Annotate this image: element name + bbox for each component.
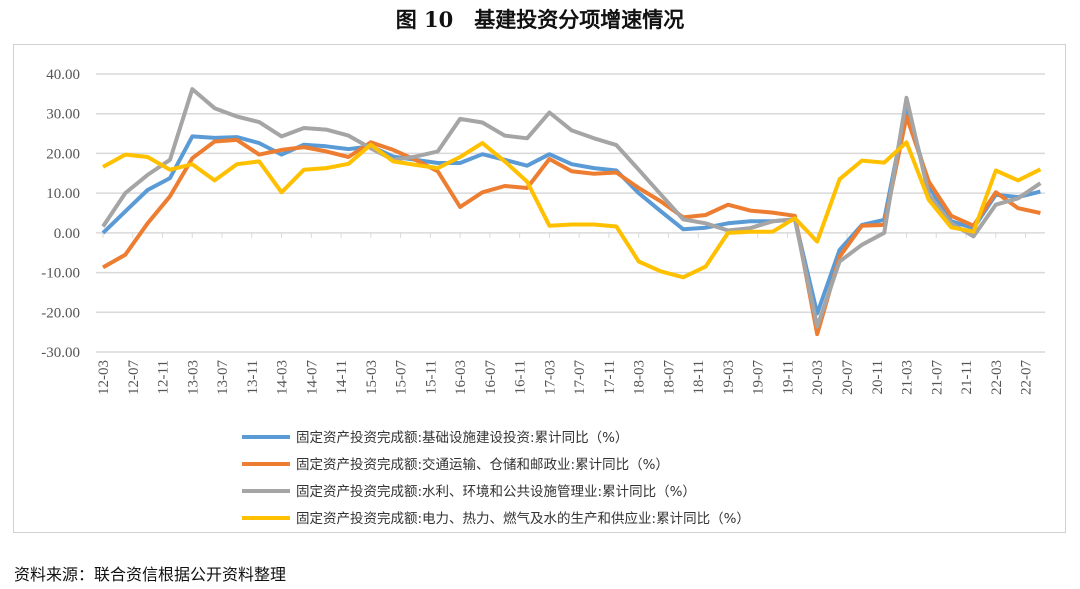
y-tick-label: -30.00 bbox=[41, 345, 80, 361]
y-tick-label: 0.00 bbox=[54, 226, 80, 242]
x-tick-label: 14-11 bbox=[334, 360, 350, 394]
x-tick-label: 19-11 bbox=[780, 360, 796, 394]
x-tick-label: 20-11 bbox=[870, 360, 886, 394]
x-tick-label: 15-11 bbox=[423, 360, 439, 394]
chart-frame bbox=[13, 44, 1066, 533]
x-tick-label: 15-07 bbox=[394, 360, 410, 395]
x-tick-label: 13-07 bbox=[215, 360, 231, 395]
source-note: 资料来源：联合资信根据公开资料整理 bbox=[14, 565, 287, 584]
x-tick-label: 16-07 bbox=[483, 360, 499, 395]
chart-title: 图 10 基建投资分项增速情况 bbox=[395, 7, 685, 32]
x-tick-label: 21-03 bbox=[900, 360, 916, 395]
x-tick-label: 19-07 bbox=[751, 360, 767, 395]
legend-label-3: 固定资产投资完成额:水利、环境和公共设施管理业:累计同比（%） bbox=[296, 484, 696, 500]
x-tick-label: 17-07 bbox=[572, 360, 588, 395]
y-tick-label: 30.00 bbox=[46, 107, 80, 123]
x-tick-label: 12-11 bbox=[156, 360, 172, 394]
x-tick-label: 21-07 bbox=[929, 360, 945, 395]
x-tick-label: 14-03 bbox=[275, 360, 291, 395]
legend-label-1: 固定资产投资完成额:基础设施建设投资:累计同比（%） bbox=[296, 429, 628, 446]
x-tick-label: 17-03 bbox=[542, 360, 558, 395]
x-tick-label: 18-11 bbox=[691, 360, 707, 394]
y-tick-label: 40.00 bbox=[46, 67, 80, 83]
x-tick-label: 20-03 bbox=[810, 360, 826, 395]
y-tick-label: -10.00 bbox=[41, 266, 80, 282]
y-tick-label: -20.00 bbox=[41, 305, 80, 321]
x-tick-label: 22-07 bbox=[1019, 360, 1035, 395]
x-tick-label: 15-03 bbox=[364, 360, 380, 395]
y-tick-label: 10.00 bbox=[46, 186, 80, 202]
legend-label-2: 固定资产投资完成额:交通运输、仓储和邮政业:累计同比（%） bbox=[296, 456, 669, 473]
x-tick-label: 12-03 bbox=[96, 360, 112, 395]
x-tick-label: 22-03 bbox=[989, 360, 1005, 395]
x-tick-label: 16-03 bbox=[453, 360, 469, 395]
x-tick-label: 18-03 bbox=[632, 360, 648, 395]
x-tick-label: 13-03 bbox=[185, 360, 201, 395]
series-line-3 bbox=[101, 87, 1042, 329]
x-tick-label: 21-11 bbox=[959, 360, 975, 394]
x-tick-label: 20-07 bbox=[840, 360, 856, 395]
x-tick-label: 17-11 bbox=[602, 360, 618, 394]
x-tick-label: 13-11 bbox=[245, 360, 261, 394]
x-tick-label: 12-07 bbox=[126, 360, 142, 395]
x-tick-label: 16-11 bbox=[513, 360, 529, 394]
x-tick-label: 18-07 bbox=[661, 360, 677, 395]
x-tick-label: 19-03 bbox=[721, 360, 737, 395]
x-tick-label: 14-07 bbox=[304, 360, 320, 395]
legend-label-4: 固定资产投资完成额:电力、热力、燃气及水的生产和供应业:累计同比（%） bbox=[296, 510, 750, 527]
y-tick-label: 20.00 bbox=[46, 146, 80, 162]
